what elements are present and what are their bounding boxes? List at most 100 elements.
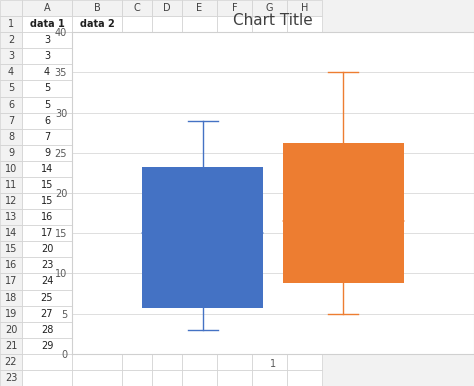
- Bar: [72, 306, 122, 322]
- Bar: [182, 290, 217, 306]
- Text: 10: 10: [5, 164, 17, 174]
- Bar: [182, 370, 217, 386]
- Bar: [152, 193, 182, 209]
- Bar: [217, 48, 252, 64]
- Text: 16: 16: [41, 212, 53, 222]
- Bar: [22, 241, 72, 257]
- Bar: [22, 32, 72, 48]
- Bar: [217, 113, 252, 129]
- Bar: [217, 161, 252, 177]
- Bar: [283, 143, 404, 283]
- Text: 18: 18: [5, 293, 17, 303]
- Bar: [22, 273, 72, 290]
- Bar: [287, 257, 322, 273]
- Bar: [217, 193, 252, 209]
- Text: 20: 20: [41, 244, 53, 254]
- Bar: [0, 161, 22, 177]
- Bar: [182, 129, 217, 145]
- Bar: [22, 338, 72, 354]
- Bar: [72, 370, 122, 386]
- Bar: [217, 96, 252, 113]
- Bar: [252, 48, 287, 64]
- Bar: [182, 193, 217, 209]
- Bar: [22, 322, 72, 338]
- Bar: [287, 16, 322, 32]
- Bar: [152, 338, 182, 354]
- Bar: [22, 306, 72, 322]
- Bar: [72, 113, 122, 129]
- Bar: [22, 193, 72, 209]
- Bar: [72, 290, 122, 306]
- Bar: [217, 273, 252, 290]
- Text: 22: 22: [5, 357, 17, 367]
- Bar: [22, 225, 72, 241]
- Bar: [0, 370, 22, 386]
- Bar: [22, 354, 72, 370]
- Text: 26: 26: [91, 261, 103, 270]
- Bar: [217, 209, 252, 225]
- Bar: [122, 257, 152, 273]
- Bar: [152, 96, 182, 113]
- Bar: [152, 257, 182, 273]
- Bar: [182, 145, 217, 161]
- Bar: [252, 64, 287, 80]
- Bar: [122, 145, 152, 161]
- Bar: [72, 177, 122, 193]
- Bar: [122, 129, 152, 145]
- Bar: [217, 241, 252, 257]
- Bar: [22, 113, 72, 129]
- Bar: [182, 32, 217, 48]
- Bar: [0, 193, 22, 209]
- Bar: [122, 96, 152, 113]
- Bar: [72, 32, 122, 48]
- Text: C: C: [134, 3, 140, 13]
- Bar: [252, 354, 287, 370]
- Bar: [182, 354, 217, 370]
- Text: 3: 3: [44, 51, 50, 61]
- Text: data 2: data 2: [80, 19, 114, 29]
- Bar: [182, 209, 217, 225]
- Bar: [122, 273, 152, 290]
- Bar: [252, 338, 287, 354]
- Bar: [152, 32, 182, 48]
- Bar: [217, 16, 252, 32]
- Bar: [122, 16, 152, 32]
- Bar: [72, 129, 122, 145]
- Bar: [252, 96, 287, 113]
- Bar: [0, 338, 22, 354]
- Bar: [122, 370, 152, 386]
- Text: 13: 13: [5, 212, 17, 222]
- Bar: [287, 48, 322, 64]
- Bar: [122, 241, 152, 257]
- Bar: [287, 32, 322, 48]
- Bar: [287, 113, 322, 129]
- Bar: [252, 16, 287, 32]
- Text: G: G: [266, 3, 273, 13]
- Text: 6: 6: [44, 116, 50, 125]
- Bar: [72, 338, 122, 354]
- Bar: [0, 16, 22, 32]
- Bar: [142, 167, 263, 308]
- Bar: [182, 16, 217, 32]
- Text: 5: 5: [44, 100, 50, 110]
- Bar: [122, 161, 152, 177]
- Bar: [0, 0, 322, 386]
- Bar: [287, 161, 322, 177]
- Bar: [122, 193, 152, 209]
- Bar: [252, 241, 287, 257]
- Bar: [182, 96, 217, 113]
- Bar: [22, 16, 72, 32]
- Text: 35: 35: [91, 341, 103, 351]
- Bar: [22, 290, 72, 306]
- Text: 29: 29: [41, 341, 53, 351]
- Text: 5: 5: [94, 35, 100, 45]
- Bar: [0, 113, 22, 129]
- Text: 2: 2: [8, 35, 14, 45]
- Bar: [252, 80, 287, 96]
- Text: 23: 23: [41, 261, 53, 270]
- Bar: [252, 225, 287, 241]
- Bar: [72, 257, 122, 273]
- Text: 14: 14: [41, 164, 53, 174]
- Bar: [0, 322, 22, 338]
- Bar: [0, 273, 22, 290]
